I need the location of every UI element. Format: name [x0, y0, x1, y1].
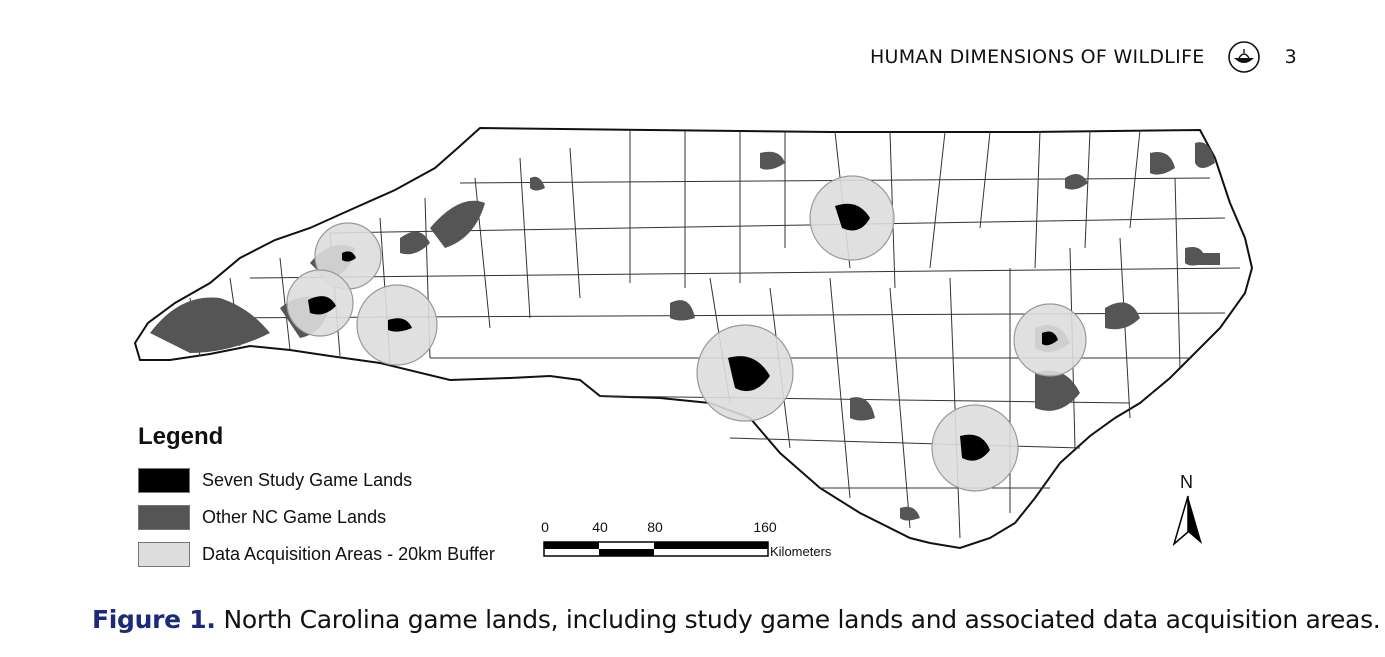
legend-swatch	[138, 505, 190, 530]
study-game-lands	[308, 203, 1058, 461]
scale-tick-label: 40	[592, 519, 608, 535]
caption-text: North Carolina game lands, including stu…	[223, 605, 1381, 634]
legend-swatch	[138, 468, 190, 493]
legend-title: Legend	[138, 423, 224, 450]
north-arrow: N	[1168, 472, 1208, 552]
legend-label: Seven Study Game Lands	[202, 470, 413, 490]
publisher-lamp-icon	[1227, 41, 1260, 73]
figure-label: Figure 1.	[92, 605, 216, 634]
north-arrow-icon	[1172, 495, 1202, 546]
north-label: N	[1180, 472, 1193, 492]
scale-bar-graphic	[543, 541, 769, 557]
scale-tick-label: 0	[541, 519, 549, 535]
legend-label: Other NC Game Lands	[202, 507, 387, 527]
nc-game-lands-map	[130, 118, 1270, 568]
scale-units-label: Kilometers	[770, 544, 832, 559]
journal-title: HUMAN DIMENSIONS OF WILDLIFE	[869, 46, 1205, 68]
legend-item-study-game-lands: Seven Study Game Lands	[138, 467, 495, 494]
legend-swatch	[138, 542, 190, 567]
legend-item-buffer-areas: Data Acquisition Areas - 20km Buffer	[138, 541, 495, 568]
scale-tick-label: 80	[647, 519, 663, 535]
scale-bar: 0 40 80 160 Kilometers	[535, 519, 855, 567]
legend-label: Data Acquisition Areas - 20km Buffer	[202, 544, 495, 564]
legend-item-other-game-lands: Other NC Game Lands	[138, 504, 495, 531]
running-head: HUMAN DIMENSIONS OF WILDLIFE 3	[870, 40, 1297, 74]
page-number: 3	[1284, 46, 1297, 68]
state-map-svg	[133, 126, 1254, 550]
scale-tick-label: 160	[753, 519, 777, 535]
figure-caption: Figure 1. North Carolina game lands, incl…	[92, 605, 1381, 634]
map-legend: Legend Seven Study Game Lands Other NC G…	[138, 423, 495, 578]
